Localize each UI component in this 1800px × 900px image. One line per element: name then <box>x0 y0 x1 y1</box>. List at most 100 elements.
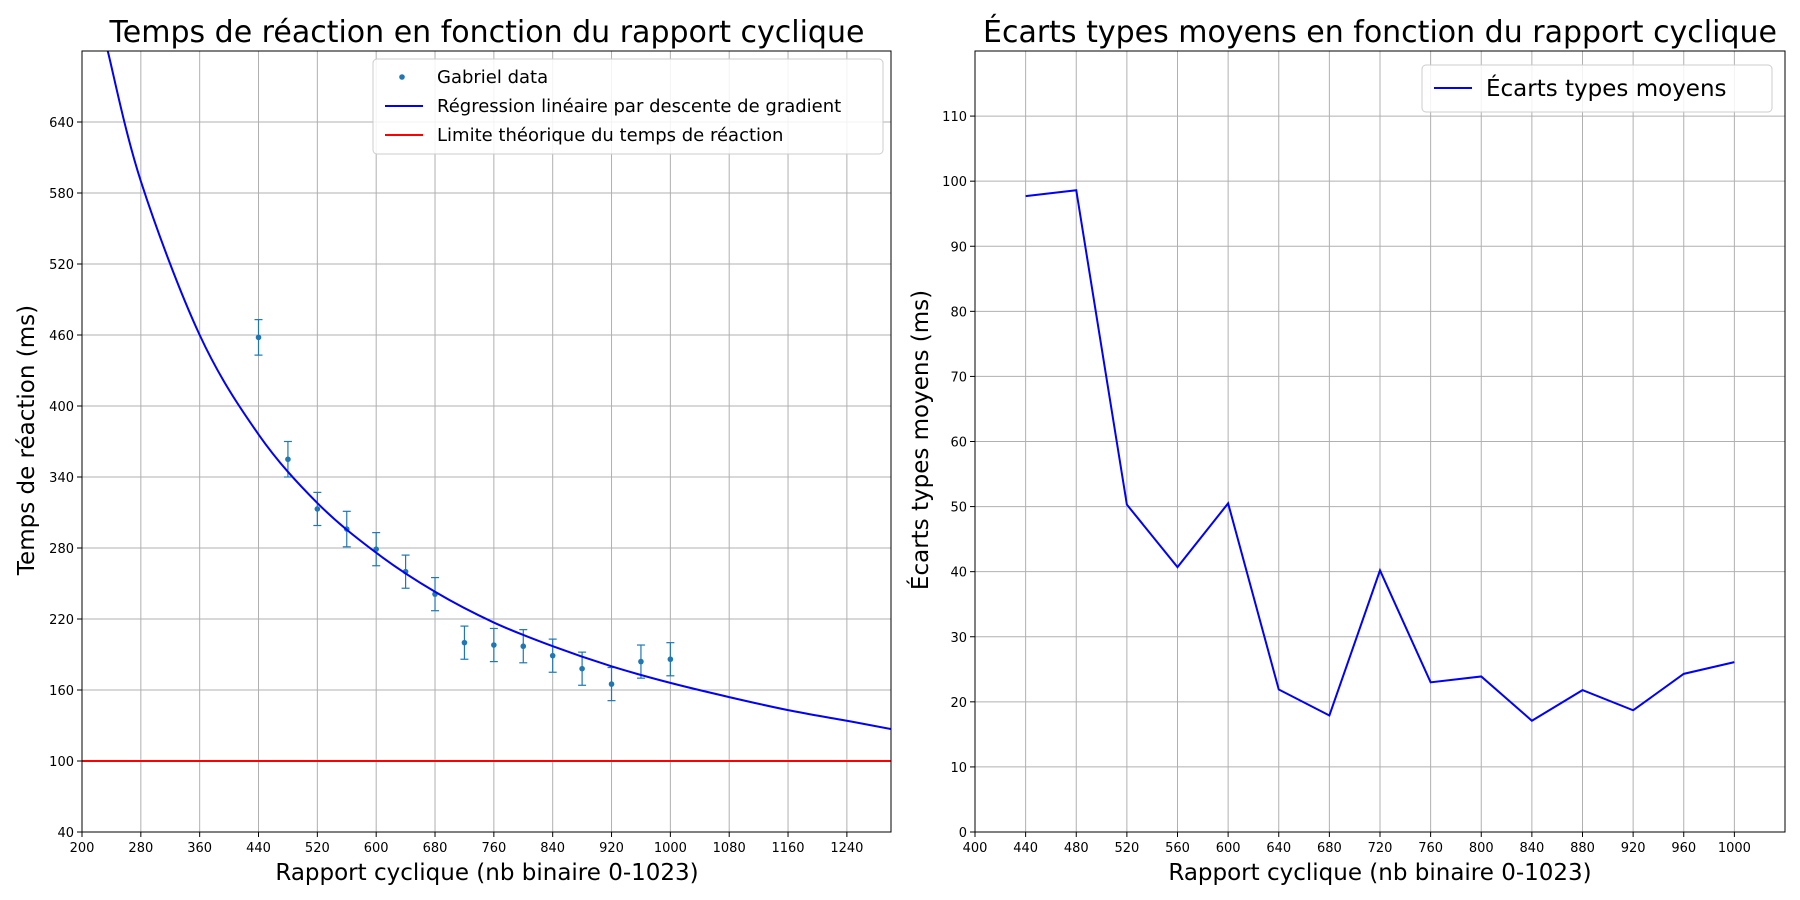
chart1-x-tick-label: 1160 <box>771 841 804 856</box>
chart1-legend-box <box>372 58 884 155</box>
legend-label: Limite théorique du temps de réaction <box>437 125 783 146</box>
chart1-x-tick-label: 1080 <box>713 841 746 856</box>
chart2-y-tick-label: 100 <box>942 175 967 190</box>
chart2-y-tick-label: 40 <box>950 566 967 581</box>
data-marker <box>520 643 527 650</box>
data-marker <box>549 652 556 659</box>
data-point <box>254 319 263 356</box>
data-point <box>607 666 616 702</box>
chart1-legend: Gabriel data Régression linéaire par desc… <box>372 58 884 155</box>
chart1-x-tick-label: 440 <box>246 841 271 856</box>
chart1-y-tick-label: 400 <box>49 400 74 415</box>
chart2-x-tick-label: 440 <box>1013 841 1038 856</box>
chart1-y-tick-label: 280 <box>49 542 74 557</box>
data-marker <box>608 681 615 687</box>
chart2-y-tick-label: 20 <box>950 696 967 711</box>
legend-marker <box>399 74 405 80</box>
chart2-grid <box>974 51 1785 833</box>
chart2-y-tick-label: 60 <box>950 436 967 451</box>
chart1-x-tick-label: 1240 <box>830 841 863 856</box>
chart2-x-tick-label: 600 <box>1216 841 1241 856</box>
data-marker <box>285 456 291 463</box>
chart1-series-group <box>82 51 891 762</box>
chart1-plot-area <box>81 50 892 833</box>
chart1-y-tick-label: 520 <box>49 258 74 273</box>
chart2-series-group <box>1025 189 1735 722</box>
data-point <box>548 638 557 673</box>
chart2-x-tick-label: 520 <box>1114 841 1139 856</box>
chart2-x-tick-label: 560 <box>1165 841 1190 856</box>
chart1-y-tick-label: 460 <box>49 329 74 344</box>
chart1-x-tick-label: 840 <box>540 841 565 856</box>
chart2-x-tick-label: 800 <box>1469 841 1494 856</box>
chart2-x-tick-label: 960 <box>1671 841 1696 856</box>
chart1-x-tick-label: 680 <box>423 841 448 856</box>
chart1-title: Temps de réaction en fonction du rapport… <box>109 15 865 50</box>
chart1-x-tick-label: 760 <box>481 841 506 856</box>
chart1-x-tick-label: 200 <box>70 841 95 856</box>
chart1-y-tick-label: 100 <box>49 755 74 770</box>
legend-label: Gabriel data <box>437 67 548 88</box>
data-point <box>313 491 322 527</box>
chart1-x-tick-label: 920 <box>599 841 624 856</box>
data-marker <box>579 665 585 672</box>
chart1-x-tick-label: 600 <box>364 841 389 856</box>
regression-curve <box>106 51 891 731</box>
data-point <box>372 532 381 567</box>
chart1-ticks: 200 280 360 440 520 600 680 760 840 920 1000 1080 11… <box>49 116 863 856</box>
data-point <box>489 627 498 663</box>
chart1-x-tick-label: 280 <box>128 841 153 856</box>
chart2-y-tick-label: 70 <box>950 370 967 385</box>
chart1-x-tick-label: 1000 <box>654 841 687 856</box>
chart2-y-tick-label: 110 <box>942 110 967 125</box>
chart2-legend: Écarts types moyens <box>1421 64 1773 113</box>
chart2-x-tick-label: 1000 <box>1718 841 1751 856</box>
chart1-y-tick-label: 160 <box>49 684 74 699</box>
chart2-y-tick-label: 30 <box>950 631 967 646</box>
chart2-y-tick-label: 0 <box>959 826 967 841</box>
chart1-xlabel: Rapport cyclique (nb binaire 0-1023) <box>275 860 698 886</box>
chart2-x-tick-label: 920 <box>1621 841 1646 856</box>
chart2-x-tick-label: 480 <box>1064 841 1089 856</box>
chart1-y-tick-label: 220 <box>49 613 74 628</box>
data-marker <box>667 656 674 663</box>
data-marker <box>638 658 644 665</box>
chart1-ylabel: Temps de réaction (ms) <box>14 305 40 576</box>
data-point <box>666 642 675 677</box>
data-marker <box>461 639 468 646</box>
chart2-x-tick-label: 840 <box>1519 841 1544 856</box>
chart2-ylabel: Écarts types moyens (ms) <box>906 290 934 590</box>
chart2-x-tick-label: 760 <box>1418 841 1443 856</box>
chart1-x-tick-label: 520 <box>305 841 330 856</box>
chart2-y-tick-label: 50 <box>950 501 967 516</box>
chart2-legend-box <box>1421 64 1773 113</box>
chart2-x-tick-label: 400 <box>963 841 988 856</box>
chart-std-dev: Écarts types moyens en fonction du rappo… <box>906 14 1786 886</box>
chart2-ticks: 400 440 480 520 560 600 640 680 720 760 800 840 880 9… <box>942 110 1751 856</box>
data-marker <box>491 642 497 648</box>
chart1-frame <box>81 50 892 833</box>
chart1-y-tick-label: 40 <box>57 826 74 841</box>
legend-label: Régression linéaire par descente de grad… <box>437 96 841 117</box>
data-point <box>636 644 645 679</box>
chart2-x-tick-label: 720 <box>1368 841 1393 856</box>
chart2-x-tick-label: 880 <box>1570 841 1595 856</box>
data-point <box>460 625 469 660</box>
chart1-y-tick-label: 580 <box>49 187 74 202</box>
chart2-x-tick-label: 640 <box>1266 841 1291 856</box>
chart2-x-tick-label: 680 <box>1317 841 1342 856</box>
chart1-grid <box>81 51 891 833</box>
chart2-y-tick-label: 10 <box>950 761 967 776</box>
chart2-title: Écarts types moyens en fonction du rappo… <box>983 14 1777 50</box>
chart2-xlabel: Rapport cyclique (nb binaire 0-1023) <box>1168 860 1591 886</box>
chart2-y-tick-label: 80 <box>950 305 967 320</box>
chart1-y-tick-label: 640 <box>49 116 74 131</box>
series-line <box>1025 189 1735 722</box>
legend-label: Écarts types moyens <box>1486 74 1727 102</box>
chart2-y-tick-label: 90 <box>950 240 967 255</box>
data-marker <box>314 506 321 512</box>
chart1-y-tick-label: 340 <box>49 471 74 486</box>
chart-reaction-time: Temps de réaction en fonction du rapport… <box>14 15 892 886</box>
chart1-x-tick-label: 360 <box>187 841 212 856</box>
